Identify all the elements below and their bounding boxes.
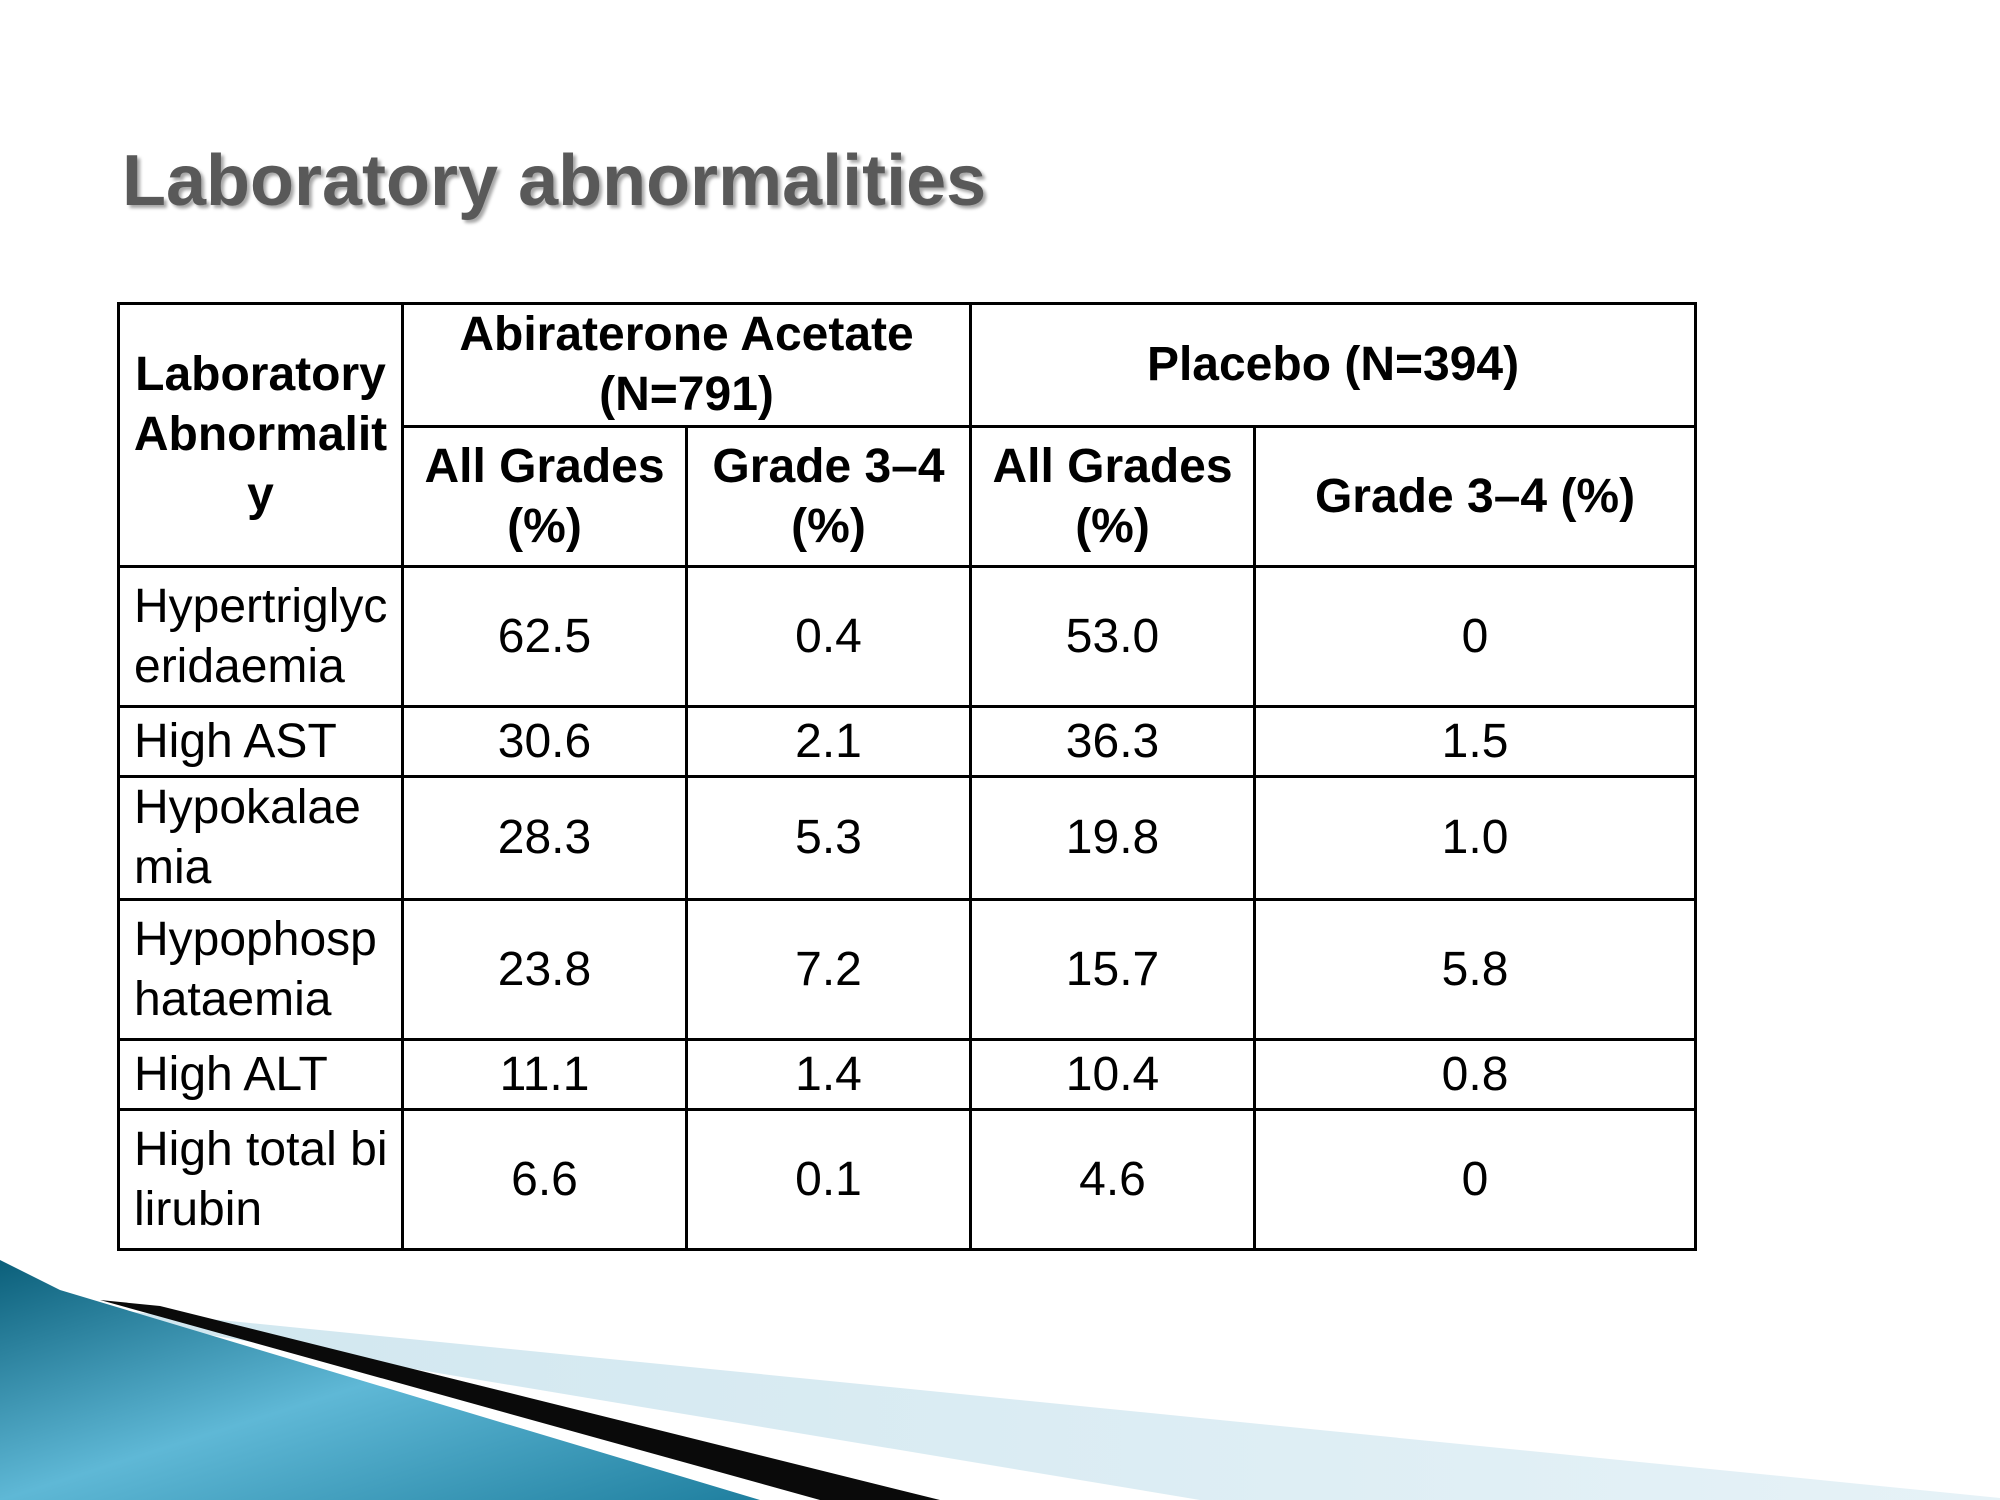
table-cell: 2.1 (684, 705, 973, 778)
table-cell: 10.4 (969, 1038, 1257, 1111)
slide-title: Laboratory abnormalities (122, 141, 987, 221)
table-cell: 5.3 (684, 775, 973, 901)
table-row: High total bilirubin 6.6 0.1 4.6 0 (117, 1108, 1698, 1251)
subheader-grade-3-4: Grade 3–4 (%) (684, 425, 973, 568)
table-cell: 1.5 (1253, 705, 1698, 778)
subheader-all-grades: All Grades (%) (401, 425, 688, 568)
table-cell: 5.8 (1253, 898, 1698, 1041)
table-group-header-row: Laboratory Abnormality Abiraterone Aceta… (117, 302, 1698, 568)
subheader-all-grades: All Grades (%) (969, 425, 1257, 568)
table-row: High ALT 11.1 1.4 10.4 0.8 (117, 1038, 1698, 1111)
table-cell: 28.3 (401, 775, 688, 901)
decor-pale-band (0, 1300, 2000, 1500)
row-label: Hypertriglyceridaemia (117, 565, 404, 708)
row-label: Hypophosphataemia (117, 898, 404, 1041)
table-cell: 0.8 (1253, 1038, 1698, 1111)
table-row: Hypokalaemia 28.3 5.3 19.8 1.0 (117, 775, 1698, 901)
lab-abnormalities-table: Laboratory Abnormality Abiraterone Aceta… (117, 302, 1698, 1251)
table-cell: 19.8 (969, 775, 1257, 901)
group-header-placebo: Placebo (N=394) (969, 302, 1698, 428)
table-cell: 7.2 (684, 898, 973, 1041)
table-row: High AST 30.6 2.1 36.3 1.5 (117, 705, 1698, 778)
table-cell: 0.4 (684, 565, 973, 708)
table-subheader-row: All Grades (%) Grade 3–4 (%) All Grades … (119, 425, 1698, 568)
table-row: Hypertriglyceridaemia 62.5 0.4 53.0 0 (117, 565, 1698, 708)
table-cell: 23.8 (401, 898, 688, 1041)
table-cell: 0 (1253, 1108, 1698, 1251)
table-row: Hypophosphataemia 23.8 7.2 15.7 5.8 (117, 898, 1698, 1041)
decorative-wave-graphic (0, 1260, 2000, 1500)
group-header-abiraterone: Abiraterone Acetate (N=791) (400, 302, 973, 428)
table-cell: 0.1 (684, 1108, 973, 1251)
table-cell: 15.7 (969, 898, 1257, 1041)
corner-header: Laboratory Abnormality (117, 302, 404, 568)
subheader-grade-3-4: Grade 3–4 (%) (1253, 425, 1698, 568)
row-label: High total bilirubin (117, 1108, 404, 1251)
table-cell: 11.1 (401, 1038, 688, 1111)
table-cell: 36.3 (969, 705, 1257, 778)
table-cell: 0 (1253, 565, 1698, 708)
row-label: High ALT (117, 1038, 404, 1111)
table-cell: 1.0 (1253, 775, 1698, 901)
table-cell: 53.0 (969, 565, 1257, 708)
table-cell: 30.6 (401, 705, 688, 778)
table-cell: 4.6 (969, 1108, 1257, 1251)
table-cell: 62.5 (401, 565, 688, 708)
row-label: Hypokalaemia (117, 775, 404, 901)
decor-dark-stripe (100, 1300, 940, 1500)
table-cell: 6.6 (401, 1108, 688, 1251)
row-label: High AST (117, 705, 404, 778)
table-cell: 1.4 (684, 1038, 973, 1111)
decor-teal-band (0, 1260, 760, 1500)
